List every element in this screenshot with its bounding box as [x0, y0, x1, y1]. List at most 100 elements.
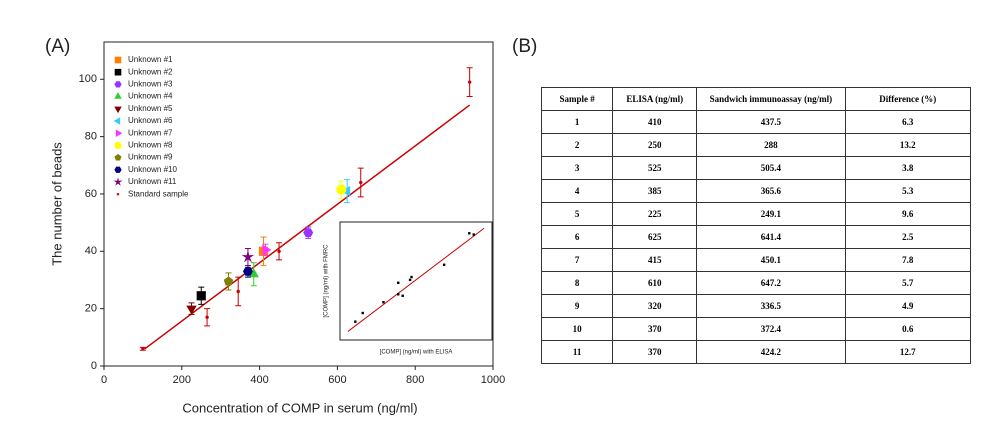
table-cell: 505.4 — [696, 156, 846, 180]
results-table: Sample # ELISA (ng/ml) Sandwich immunoassa… — [540, 87, 972, 364]
table-cell: 8 — [540, 271, 614, 295]
legend-label: Unknown #6 — [128, 116, 173, 125]
legend-label: Unknown #11 — [128, 177, 177, 186]
x-tick-label: 800 — [406, 374, 424, 386]
inset-point — [468, 232, 471, 235]
y-tick-label: 100 — [79, 73, 97, 85]
table-row: 10 370 372.4 0.6 — [540, 317, 972, 341]
table-row: 7 415 450.1 7.8 — [540, 248, 972, 272]
panel-label: (B) — [512, 36, 537, 57]
table-cell: 6.3 — [844, 110, 972, 134]
table-row: 6 625 641.4 2.5 — [540, 225, 972, 249]
legend-marker — [115, 129, 123, 137]
table-cell: 4.9 — [844, 294, 972, 318]
table-row: 8 610 647.2 5.7 — [540, 271, 972, 295]
x-tick-label: 400 — [250, 374, 268, 386]
table-row: 3 525 505.4 3.8 — [540, 156, 972, 180]
table-cell: 320 — [612, 294, 698, 318]
header-cell: ELISA (ng/ml) — [612, 87, 698, 111]
table-row: 2 250 288 13.2 — [540, 133, 972, 157]
data-point — [205, 315, 209, 320]
legend-marker — [114, 141, 122, 149]
table-cell: 5.3 — [844, 179, 972, 203]
legend-label: Unknown #3 — [128, 80, 173, 89]
table-row: 5 225 249.1 9.6 — [540, 202, 972, 226]
table-cell: 5.7 — [844, 271, 972, 295]
data-point — [223, 276, 234, 286]
data-point — [186, 305, 197, 315]
data-point — [358, 180, 363, 185]
y-tick-label: 20 — [85, 303, 97, 315]
y-tick-label: 0 — [91, 360, 97, 372]
legend-marker — [113, 177, 123, 186]
table-header-row: Sample # ELISA (ng/ml) Sandwich immunoassa… — [540, 87, 972, 111]
y-axis-label: The number of beads — [49, 142, 64, 266]
legend-label: Standard sample — [128, 189, 189, 198]
inset-point — [408, 278, 412, 282]
inset-point — [397, 281, 400, 284]
table-cell: 370 — [612, 317, 698, 341]
y-tick-label: 60 — [85, 188, 97, 200]
table-cell: 641.4 — [696, 225, 846, 249]
table-cell: 2 — [540, 133, 614, 157]
legend-label: Unknown #1 — [128, 55, 173, 64]
data-point — [241, 250, 255, 263]
y-tick-label: 80 — [85, 131, 97, 143]
x-tick-label: 0 — [101, 374, 107, 386]
table-cell: 225 — [612, 202, 698, 226]
inset-point — [354, 320, 357, 323]
table-cell: 372.4 — [696, 317, 846, 341]
legend-marker — [114, 106, 122, 114]
header-cell: Sample # — [540, 87, 614, 111]
table-cell: 410 — [612, 110, 698, 134]
legend-label: Unknown #2 — [128, 67, 173, 76]
table-cell: 610 — [612, 271, 698, 295]
legend-label: Unknown #9 — [128, 153, 173, 162]
table-cell: 437.5 — [696, 110, 846, 134]
data-point — [467, 80, 472, 84]
header-cell: Difference (%) — [844, 87, 972, 111]
table-cell: 13.2 — [844, 133, 972, 157]
legend-marker — [113, 117, 121, 125]
legend-marker — [114, 166, 122, 173]
x-tick-label: 600 — [328, 374, 346, 386]
table-cell: 450.1 — [696, 248, 846, 272]
table-row: 4 385 365.6 5.3 — [540, 179, 972, 203]
table-cell: 336.5 — [696, 294, 846, 318]
data-point — [303, 228, 314, 238]
table-cell: 2.5 — [844, 225, 972, 249]
inset-point — [382, 301, 385, 304]
table-cell: 365.6 — [696, 179, 846, 203]
table-row: 1 410 437.5 6.3 — [540, 110, 972, 134]
legend-label: Unknown #5 — [128, 104, 173, 113]
table-row: 11 370 424.2 12.7 — [540, 340, 972, 364]
data-point — [262, 244, 272, 256]
header-cell: Sandwich immunoassay (ng/ml) — [696, 87, 846, 111]
table-cell: 5 — [540, 202, 614, 226]
x-tick-label: 1000 — [481, 374, 505, 386]
legend-marker — [114, 81, 122, 88]
table-cell: 9 — [540, 294, 614, 318]
data-point — [277, 249, 281, 254]
data-point — [242, 267, 253, 276]
table-cell: 424.2 — [696, 340, 846, 364]
table-cell: 9.6 — [844, 202, 972, 226]
table-cell: 370 — [612, 340, 698, 364]
table-cell: 12.7 — [844, 340, 972, 364]
table-cell: 10 — [540, 317, 614, 341]
inset-x-label: [COMP] (ng/ml) with ELISA — [380, 350, 453, 356]
table-cell: 647.2 — [696, 271, 846, 295]
table-cell: 4 — [540, 179, 614, 203]
legend-label: Unknown #10 — [128, 165, 177, 174]
inset-point — [401, 294, 404, 297]
legend-marker — [114, 68, 122, 76]
table-cell: 6 — [540, 225, 614, 249]
inset-point — [397, 293, 400, 296]
table-cell: 3.8 — [844, 156, 972, 180]
legend-marker — [114, 92, 122, 99]
table-row: 9 320 336.5 4.9 — [540, 294, 972, 318]
table-cell: 525 — [612, 156, 698, 180]
legend-label: Unknown #4 — [128, 92, 173, 101]
